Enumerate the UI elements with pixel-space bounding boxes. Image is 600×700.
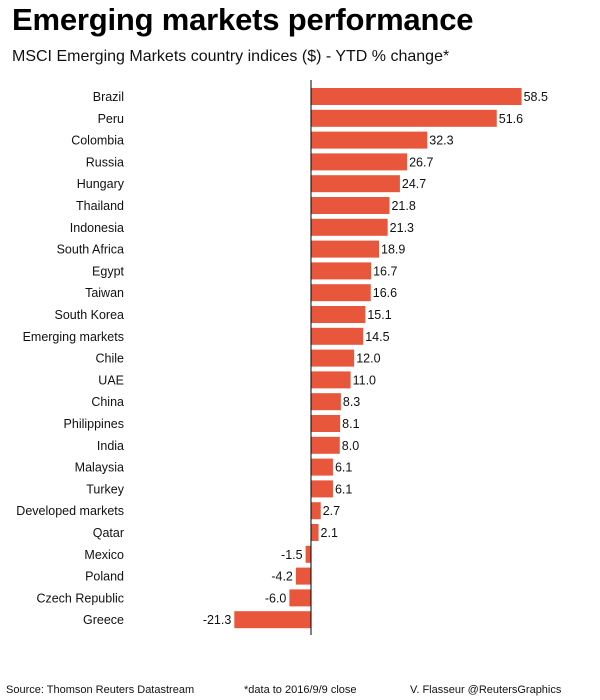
value-label: 6.1 (335, 482, 352, 496)
value-label: 51.6 (499, 112, 523, 126)
bar (295, 567, 311, 585)
bar (311, 393, 341, 411)
category-label: Colombia (71, 134, 124, 148)
category-label: China (91, 395, 124, 409)
value-label: 15.1 (367, 308, 391, 322)
category-label: South Korea (55, 308, 125, 322)
value-label: 2.1 (321, 526, 338, 540)
bar (311, 175, 400, 193)
value-label: 8.0 (342, 439, 359, 453)
category-label: Turkey (86, 482, 124, 496)
category-label: Hungary (77, 177, 125, 191)
value-label: 32.3 (429, 134, 453, 148)
bar (311, 153, 408, 171)
category-label: Taiwan (85, 286, 124, 300)
value-label: 2.7 (323, 504, 340, 518)
category-label: UAE (98, 373, 124, 387)
bar (305, 545, 311, 563)
category-label: Emerging markets (23, 330, 124, 344)
bar (311, 88, 522, 105)
category-label: Indonesia (70, 221, 124, 235)
bar (311, 218, 388, 236)
bar (311, 480, 333, 498)
category-label: Russia (86, 155, 124, 169)
value-label: 11.0 (353, 373, 376, 387)
bar (311, 502, 321, 520)
bar (311, 371, 351, 389)
value-label: -4.2 (271, 570, 293, 584)
category-label: South Africa (57, 243, 124, 257)
value-label: 6.1 (335, 461, 352, 475)
bar (311, 327, 364, 345)
bar (311, 240, 380, 258)
category-label: Peru (98, 112, 124, 126)
bar (311, 415, 341, 432)
category-label: Malaysia (75, 461, 124, 475)
category-label: Czech Republic (36, 591, 124, 605)
chart-title: Emerging markets performance (12, 2, 474, 37)
value-label: 26.7 (409, 155, 433, 169)
value-label: -1.5 (281, 548, 303, 562)
category-label: Mexico (84, 548, 124, 562)
bar (289, 589, 311, 607)
value-label: 21.8 (391, 199, 415, 213)
bar (311, 131, 428, 149)
bar (311, 197, 390, 214)
value-label: 8.1 (342, 417, 359, 431)
bar (311, 262, 372, 280)
bar (311, 306, 366, 323)
value-label: 14.5 (365, 330, 389, 344)
credit-note: V. Flasseur @ReutersGraphics (410, 684, 562, 696)
category-label: Greece (83, 613, 124, 627)
value-label: 18.9 (381, 243, 405, 257)
bar (311, 436, 340, 454)
data-date-note: *data to 2016/9/9 close (244, 684, 357, 696)
category-label: Developed markets (16, 504, 124, 518)
category-label: Egypt (92, 264, 124, 278)
source-note: Source: Thomson Reuters Datastream (6, 684, 195, 696)
value-label: 24.7 (402, 177, 426, 191)
category-label: Thailand (76, 199, 124, 213)
category-label: Philippines (64, 417, 124, 431)
bar (311, 524, 319, 541)
value-label: -6.0 (265, 591, 287, 605)
bar (311, 284, 371, 302)
bar-chart: Brazil 58.5 Peru 51.6 Colombia 32.3 Russia 26.7… (16, 80, 548, 635)
category-label: Chile (96, 352, 125, 366)
bar (234, 611, 311, 629)
category-label: Poland (85, 570, 124, 584)
value-label: 8.3 (343, 395, 360, 409)
bar (311, 458, 333, 476)
category-label: Brazil (93, 90, 124, 104)
value-label: 16.6 (373, 286, 397, 300)
value-label: -21.3 (203, 613, 232, 627)
category-label: Qatar (93, 526, 124, 540)
chart-subtitle: MSCI Emerging Markets country indices ($… (12, 48, 450, 65)
value-label: 12.0 (356, 352, 380, 366)
bar (311, 109, 497, 127)
value-label: 21.3 (390, 221, 414, 235)
value-label: 16.7 (373, 264, 397, 278)
value-label: 58.5 (524, 90, 548, 104)
category-label: India (97, 439, 124, 453)
bar (311, 349, 355, 367)
